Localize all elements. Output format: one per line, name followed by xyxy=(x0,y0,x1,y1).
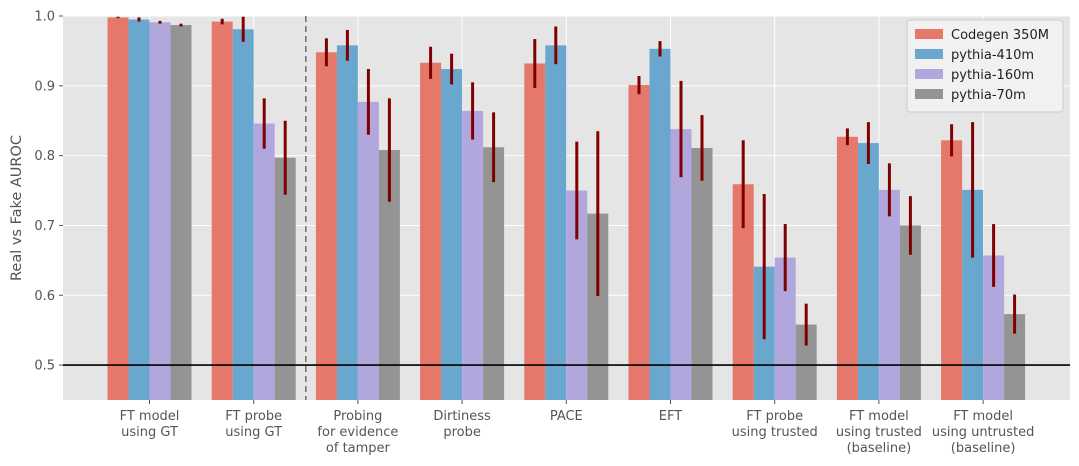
bar xyxy=(836,136,858,400)
bar xyxy=(441,69,463,400)
legend-label: Codegen 350M xyxy=(951,28,1049,43)
bar xyxy=(587,213,609,400)
bar xyxy=(524,63,546,400)
x-tick-label: using untrusted xyxy=(932,425,1035,440)
legend-label: pythia-70m xyxy=(951,88,1026,103)
x-tick-label: Dirtiness xyxy=(433,409,491,424)
bar xyxy=(962,189,984,400)
bar xyxy=(983,255,1005,400)
x-tick-label: FT model xyxy=(849,409,909,424)
bar xyxy=(170,25,192,401)
legend-label: pythia-160m xyxy=(951,68,1034,83)
bar xyxy=(691,147,713,400)
bar xyxy=(732,184,754,400)
error-bars-group xyxy=(116,16,1017,346)
x-tick-label: using trusted xyxy=(836,425,922,440)
bar xyxy=(253,123,275,401)
x-tick-label: EFT xyxy=(659,409,682,424)
bar xyxy=(149,22,171,401)
x-tick-label: of tamper xyxy=(326,441,391,456)
bar xyxy=(566,190,588,400)
x-tick-label: Probing xyxy=(333,409,382,424)
bar xyxy=(545,45,567,400)
x-tick-label: (baseline) xyxy=(847,441,912,456)
x-tick-label: probe xyxy=(443,425,481,440)
bar xyxy=(336,45,358,400)
y-axis-ticks: 0.5 0.6 0.7 0.8 0.9 1.0 xyxy=(34,10,63,374)
y-tick-label: 0.5 xyxy=(34,359,55,374)
y-tick-label: 0.6 xyxy=(34,289,55,304)
bar xyxy=(107,17,129,401)
x-tick-label: (baseline) xyxy=(951,441,1016,456)
bar xyxy=(941,140,963,400)
legend-box xyxy=(906,19,1064,113)
legend: Codegen 350M pythia-410m pythia-160m pythia… xyxy=(906,19,1064,113)
x-tick-label: FT probe xyxy=(225,409,282,424)
x-tick-label: for evidence xyxy=(317,425,398,440)
bar xyxy=(1004,314,1026,400)
legend-swatch xyxy=(915,89,943,99)
legend-label: pythia-410m xyxy=(951,48,1034,63)
legend-swatch xyxy=(915,69,943,79)
bar xyxy=(128,19,150,401)
x-tick-label: FT probe xyxy=(746,409,803,424)
bar xyxy=(670,129,692,400)
y-axis-label: Real vs Fake AUROC xyxy=(9,135,25,281)
y-tick-label: 0.9 xyxy=(34,79,55,94)
bar xyxy=(420,62,442,400)
bar xyxy=(378,150,400,400)
bar xyxy=(357,101,379,400)
x-tick-label: using trusted xyxy=(732,425,818,440)
bar xyxy=(483,147,505,400)
x-tick-label: using GT xyxy=(225,425,282,440)
y-tick-label: 1.0 xyxy=(34,10,55,25)
bar xyxy=(857,143,879,400)
bar xyxy=(649,48,671,400)
legend-swatch xyxy=(915,49,943,59)
y-tick-label: 0.7 xyxy=(34,219,55,234)
bar xyxy=(795,324,817,400)
bar xyxy=(899,225,921,400)
x-tick-label: FT model xyxy=(120,409,180,424)
legend-swatch xyxy=(915,29,943,39)
bar xyxy=(462,110,484,400)
bar xyxy=(628,85,650,401)
bar xyxy=(274,157,296,400)
bars-group xyxy=(107,17,1026,401)
bar xyxy=(211,21,233,401)
y-tick-label: 0.8 xyxy=(34,149,55,164)
x-tick-label: PACE xyxy=(550,409,583,424)
bar xyxy=(878,189,900,400)
bar xyxy=(232,29,254,401)
bar xyxy=(315,52,337,401)
x-tick-label: using GT xyxy=(121,425,178,440)
x-tick-label: FT model xyxy=(953,409,1013,424)
